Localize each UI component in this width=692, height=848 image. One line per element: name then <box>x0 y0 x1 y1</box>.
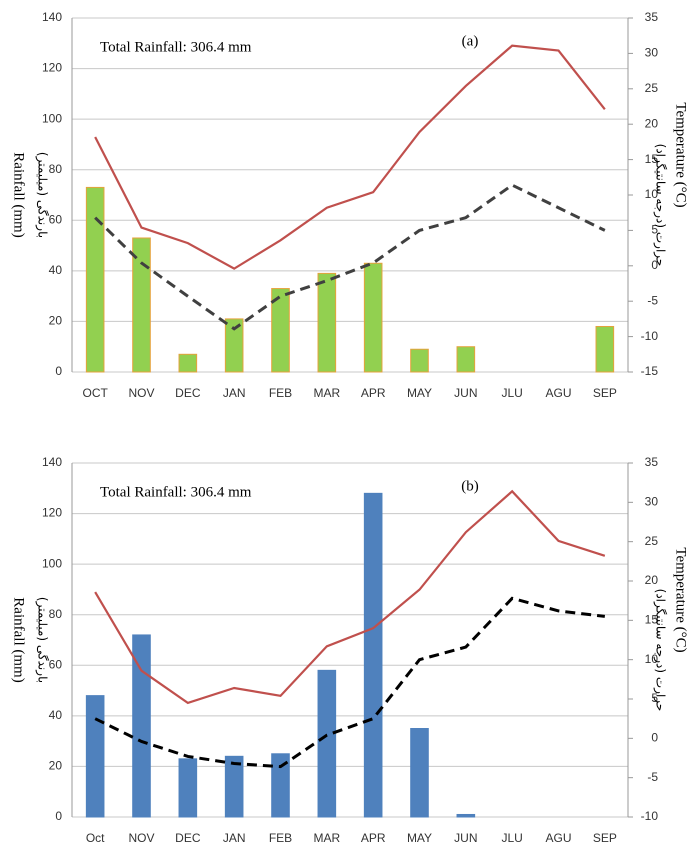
y2-tick-label: 15 <box>645 613 659 627</box>
bar <box>456 346 476 373</box>
y2-tick-label: 0 <box>651 731 658 745</box>
y-tick-label: 60 <box>49 212 63 226</box>
x-tick-label: AGU <box>545 831 571 845</box>
x-tick-label: JUN <box>454 831 477 845</box>
y2-tick-label: -5 <box>647 770 658 784</box>
panel-label: (a) <box>462 33 479 49</box>
min-temp-line <box>94 596 606 769</box>
y2-axis-title: Temperature (°C) <box>673 102 689 207</box>
x-tick-label: FEB <box>269 831 292 845</box>
bar <box>363 492 383 818</box>
bar <box>132 237 151 373</box>
y2-tick-label: -15 <box>641 364 659 378</box>
bar <box>317 272 337 373</box>
y2-axis-title: Temperature (°C) <box>673 547 689 652</box>
annotation: Total Rainfall: 306.4 mm <box>100 484 252 500</box>
y-axis-title-fa: بارندگی (میلیمتر) <box>35 152 50 238</box>
bar <box>178 353 198 373</box>
y2-axis-title-fa: حرارت (درجه سانتیگراد) <box>653 589 668 712</box>
y-tick-label: 140 <box>42 10 62 24</box>
y-tick-label: 120 <box>42 61 62 75</box>
y2-tick-label: -10 <box>641 329 659 343</box>
y2-tick-label: 30 <box>645 46 659 60</box>
bar <box>224 755 244 818</box>
x-tick-label: JAN <box>223 831 246 845</box>
x-tick-label: Oct <box>86 831 105 845</box>
x-tick-label: JLU <box>501 386 522 400</box>
y-tick-label: 20 <box>49 314 63 328</box>
bar <box>363 262 383 373</box>
x-tick-label: SEP <box>593 386 617 400</box>
x-tick-label: MAY <box>407 386 432 400</box>
y2-tick-label: 0 <box>651 258 658 272</box>
bar <box>271 288 290 373</box>
y2-tick-label: 20 <box>645 116 659 130</box>
y2-tick-label: 5 <box>651 223 658 237</box>
bar <box>132 634 151 818</box>
bar <box>456 813 476 818</box>
bar <box>224 318 244 373</box>
y2-tick-label: 25 <box>645 81 659 95</box>
y-tick-label: 20 <box>49 759 63 773</box>
bar <box>410 348 429 373</box>
panel-label: (b) <box>461 478 479 494</box>
x-tick-label: SEP <box>593 831 617 845</box>
max-temp-line <box>94 489 606 705</box>
y2-tick-label: -5 <box>647 293 658 307</box>
y2-tick-label: 20 <box>645 573 659 587</box>
x-tick-label: JAN <box>223 386 246 400</box>
x-tick-label: NOV <box>128 831 154 845</box>
bar <box>178 758 198 818</box>
y-tick-label: 140 <box>42 455 62 469</box>
x-tick-label: FEB <box>269 386 292 400</box>
y-tick-label: 40 <box>49 708 63 722</box>
y2-tick-label: 25 <box>645 534 659 548</box>
y-tick-label: 60 <box>49 657 63 671</box>
y2-tick-label: 30 <box>645 495 659 509</box>
x-tick-label: MAR <box>313 831 340 845</box>
x-tick-label: MAR <box>313 386 340 400</box>
bar <box>317 669 337 818</box>
x-tick-label: APR <box>361 831 386 845</box>
y-tick-label: 80 <box>49 607 63 621</box>
annotation: Total Rainfall: 306.4 mm <box>100 39 252 55</box>
y2-tick-label: 10 <box>645 187 659 201</box>
x-tick-label: MAY <box>407 831 432 845</box>
bar <box>595 325 615 373</box>
y-axis-title: Rainfall (mm) <box>11 152 27 237</box>
bar <box>410 728 429 818</box>
y2-tick-label: 35 <box>645 10 659 24</box>
y2-tick-label: 35 <box>645 455 659 469</box>
x-tick-label: NOV <box>128 386 154 400</box>
x-tick-label: DEC <box>175 831 201 845</box>
y2-tick-label: 15 <box>645 152 659 166</box>
x-tick-label: JUN <box>454 386 477 400</box>
min-temp-line <box>94 183 606 331</box>
x-tick-label: DEC <box>175 386 201 400</box>
bar <box>85 695 105 818</box>
x-tick-label: AGU <box>545 386 571 400</box>
y-tick-label: 0 <box>55 364 62 378</box>
y-tick-label: 100 <box>42 111 62 125</box>
y2-axis-title-fa: حرارت (درجه سانتیگراد) <box>653 144 668 267</box>
x-tick-label: JLU <box>501 831 522 845</box>
bar <box>271 753 290 818</box>
y-tick-label: 100 <box>42 556 62 570</box>
x-tick-label: OCT <box>82 386 108 400</box>
max-temp-line <box>94 44 606 270</box>
y-tick-label: 0 <box>55 809 62 823</box>
bar <box>85 186 105 373</box>
x-tick-label: APR <box>361 386 386 400</box>
y2-tick-label: -10 <box>641 809 659 823</box>
y-tick-label: 40 <box>49 263 63 277</box>
y2-tick-label: 5 <box>651 691 658 705</box>
y-axis-title-fa: بارندگی (میلیمتر) <box>35 597 50 683</box>
y-axis-title: Rainfall (mm) <box>11 597 27 682</box>
y-tick-label: 120 <box>42 506 62 520</box>
y2-tick-label: 10 <box>645 652 659 666</box>
y-tick-label: 80 <box>49 162 63 176</box>
